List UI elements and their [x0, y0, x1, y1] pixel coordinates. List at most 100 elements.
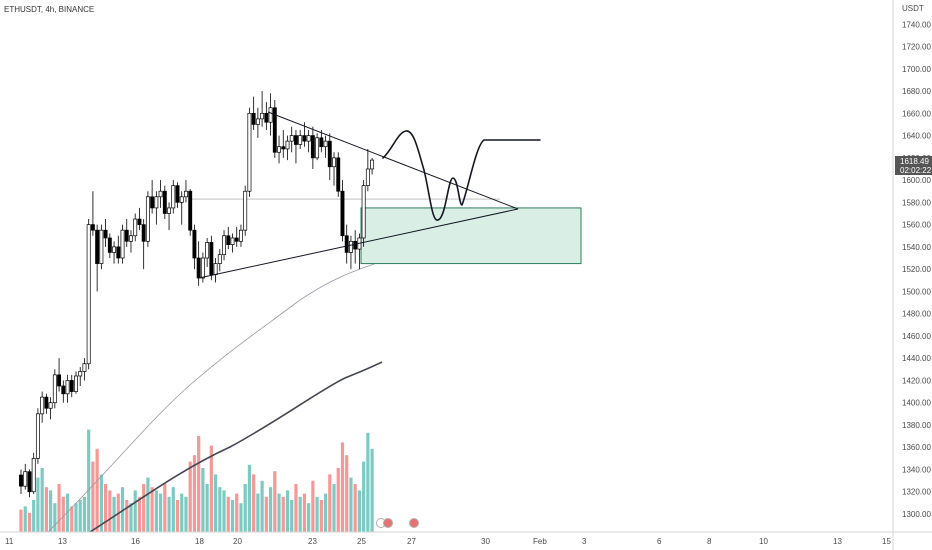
candle-body[interactable]: [289, 135, 294, 142]
candle-body[interactable]: [95, 229, 100, 264]
candle-body[interactable]: [306, 135, 311, 142]
candle-body[interactable]: [277, 146, 281, 153]
candle-body[interactable]: [158, 190, 163, 198]
candle-body[interactable]: [302, 135, 307, 142]
volume-bar: [146, 477, 150, 532]
candle-body[interactable]: [188, 190, 193, 231]
candle-body[interactable]: [281, 146, 286, 150]
trendline-drawings[interactable]: [198, 111, 541, 279]
candle-body[interactable]: [192, 229, 197, 259]
candle-body[interactable]: [226, 235, 231, 246]
candle-body[interactable]: [90, 224, 95, 231]
candle-body[interactable]: [243, 190, 248, 231]
candle-body[interactable]: [344, 235, 349, 253]
candle-body[interactable]: [31, 458, 36, 493]
candle-body[interactable]: [340, 190, 345, 237]
candle-body[interactable]: [196, 257, 201, 279]
candle-body[interactable]: [171, 185, 176, 209]
projected-price-path[interactable]: [382, 130, 541, 221]
candle-body[interactable]: [99, 229, 104, 264]
price-tick-label: 1580.00: [902, 198, 931, 207]
candle-body[interactable]: [200, 257, 205, 279]
candle-body[interactable]: [205, 242, 210, 259]
candle-body[interactable]: [209, 242, 214, 276]
candle-body[interactable]: [120, 229, 125, 259]
candle-body[interactable]: [327, 140, 332, 168]
candle-body[interactable]: [239, 229, 243, 242]
candle-body[interactable]: [264, 112, 269, 123]
triangle-upper-trendline[interactable]: [267, 111, 519, 210]
candle-body[interactable]: [247, 112, 252, 192]
candle-body[interactable]: [315, 137, 320, 159]
candle-body[interactable]: [65, 380, 70, 395]
candle-body[interactable]: [294, 135, 298, 145]
candle-body[interactable]: [175, 185, 180, 203]
candle-body[interactable]: [78, 371, 83, 377]
candle-body[interactable]: [57, 374, 62, 387]
triangle-lower-trendline[interactable]: [198, 208, 519, 279]
candle-body[interactable]: [124, 229, 129, 242]
candle-body[interactable]: [285, 140, 290, 150]
demand-zone-layer[interactable]: [190, 198, 582, 265]
candle-body[interactable]: [230, 237, 235, 246]
candle-body[interactable]: [48, 402, 53, 409]
candle-body[interactable]: [40, 396, 45, 415]
candle-body[interactable]: [167, 207, 171, 214]
candle-body[interactable]: [234, 237, 239, 242]
candle-body[interactable]: [141, 224, 146, 242]
candle-body[interactable]: [27, 471, 32, 493]
us-flag-icon[interactable]: [409, 518, 419, 528]
candle-body[interactable]: [361, 185, 366, 239]
candle-body[interactable]: [154, 196, 159, 209]
candle-body[interactable]: [255, 118, 260, 125]
time-axis[interactable]: 11 13 16 18 20 23 25 27 30 Feb 3 6 8 10 13 15: [5, 537, 891, 546]
candle-body[interactable]: [370, 159, 375, 170]
candle-body[interactable]: [323, 140, 328, 148]
candle-body[interactable]: [129, 235, 133, 242]
candle-body[interactable]: [332, 157, 336, 168]
candle-body[interactable]: [103, 229, 108, 239]
candle-body[interactable]: [365, 168, 370, 187]
candle-body[interactable]: [251, 112, 256, 125]
candle-body[interactable]: [116, 246, 121, 259]
candle-body[interactable]: [74, 375, 78, 392]
candle-body[interactable]: [82, 363, 87, 372]
candle-body[interactable]: [44, 396, 49, 409]
candle-body[interactable]: [336, 157, 341, 192]
candle-body[interactable]: [23, 471, 28, 487]
candles-layer[interactable]: [19, 91, 375, 498]
candle-body[interactable]: [222, 235, 226, 256]
volume-bar: [53, 503, 57, 532]
candle-body[interactable]: [112, 246, 117, 253]
candle-body[interactable]: [19, 474, 23, 487]
candle-body[interactable]: [150, 196, 155, 209]
candle-body[interactable]: [298, 135, 303, 145]
candle-body[interactable]: [133, 218, 138, 237]
candle-body[interactable]: [61, 385, 66, 395]
event-icons[interactable]: [376, 518, 419, 528]
candle-body[interactable]: [353, 240, 358, 250]
demand-zone-box[interactable]: [360, 207, 582, 265]
candle-body[interactable]: [107, 237, 112, 253]
candle-body[interactable]: [52, 374, 57, 404]
candle-body[interactable]: [137, 218, 142, 225]
candle-body[interactable]: [268, 107, 273, 123]
candle-body[interactable]: [319, 137, 324, 148]
candle-body[interactable]: [69, 380, 74, 392]
candle-body[interactable]: [260, 112, 265, 120]
price-axis[interactable]: 1300.00 1320.00 1340.00 1360.00 1380.00 1400.…: [902, 20, 931, 519]
us-flag-icon[interactable]: [383, 518, 393, 528]
volume-bar: [180, 493, 184, 532]
candle-body[interactable]: [213, 263, 218, 276]
candle-body[interactable]: [217, 254, 222, 264]
candle-body[interactable]: [184, 190, 188, 198]
candle-body[interactable]: [310, 135, 315, 159]
candle-body[interactable]: [179, 196, 184, 203]
candle-body[interactable]: [145, 196, 150, 242]
candle-body[interactable]: [272, 107, 277, 153]
candle-body[interactable]: [348, 240, 353, 253]
candle-body[interactable]: [162, 190, 167, 214]
candle-body[interactable]: [35, 413, 40, 459]
candle-body[interactable]: [86, 224, 91, 365]
